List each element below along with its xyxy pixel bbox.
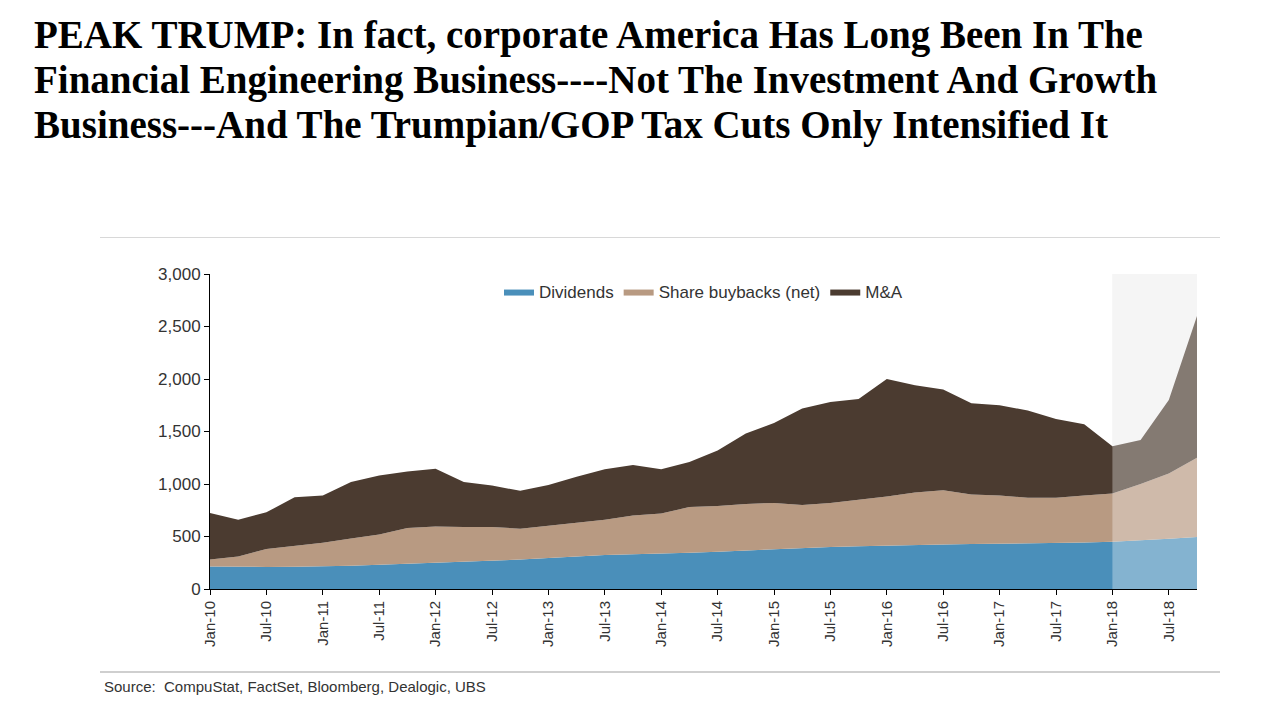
svg-text:Jan-12: Jan-12 <box>426 601 443 647</box>
svg-text:Jan-15: Jan-15 <box>765 601 782 647</box>
svg-text:Jul-18: Jul-18 <box>1160 601 1177 642</box>
svg-text:Jul-17: Jul-17 <box>1047 601 1064 642</box>
svg-text:Jul-10: Jul-10 <box>257 601 274 642</box>
svg-text:Jul-12: Jul-12 <box>483 601 500 642</box>
svg-text:Jan-14: Jan-14 <box>652 601 669 647</box>
svg-text:Jan-10: Jan-10 <box>201 601 218 647</box>
svg-text:2,500: 2,500 <box>158 317 201 336</box>
svg-text:Jan-18: Jan-18 <box>1103 601 1120 647</box>
svg-text:2,000: 2,000 <box>158 370 201 389</box>
svg-text:Jan-16: Jan-16 <box>878 601 895 647</box>
svg-text:3,000: 3,000 <box>158 265 201 284</box>
html-text:PEAK TRUMP: In fact, corporate: PEAK TRUMP: In fact, corporate America H… <box>34 13 1158 146</box>
svg-text:Jan-17: Jan-17 <box>990 601 1007 647</box>
svg-text:Jan-13: Jan-13 <box>539 601 556 647</box>
svg-text:Share buybacks (net): Share buybacks (net) <box>659 283 821 302</box>
svg-text:0: 0 <box>191 580 200 599</box>
svg-text:Jul-15: Jul-15 <box>821 601 838 642</box>
svg-text:500: 500 <box>172 527 200 546</box>
svg-text:M&A: M&A <box>865 283 903 302</box>
svg-text:1,500: 1,500 <box>158 422 201 441</box>
html-text:Source: CompuStat, FactSet, Bl: Source: CompuStat, FactSet, Bloomberg, D… <box>104 678 486 695</box>
svg-text:Dividends: Dividends <box>539 283 614 302</box>
svg-text:1,000: 1,000 <box>158 475 201 494</box>
svg-text:Jan-11: Jan-11 <box>314 601 331 646</box>
svg-text:Jul-14: Jul-14 <box>708 601 725 642</box>
svg-text:Jul-13: Jul-13 <box>596 601 613 642</box>
svg-text:Jul-16: Jul-16 <box>934 601 951 642</box>
svg-text:Jul-11: Jul-11 <box>370 601 387 641</box>
